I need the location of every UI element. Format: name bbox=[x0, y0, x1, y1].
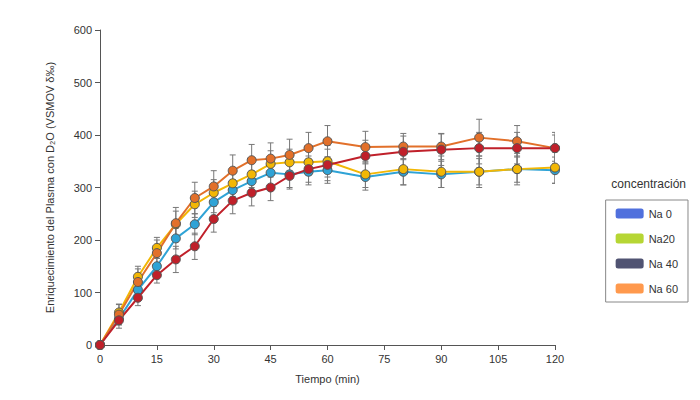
svg-text:0: 0 bbox=[97, 353, 103, 365]
svg-text:30: 30 bbox=[208, 353, 220, 365]
svg-text:75: 75 bbox=[378, 353, 390, 365]
svg-text:0: 0 bbox=[86, 339, 92, 351]
svg-text:Enriquecimiento del Plasma con: Enriquecimiento del Plasma con D₂O (VSMO… bbox=[44, 62, 56, 313]
svg-text:Na20: Na20 bbox=[649, 233, 675, 245]
svg-text:90: 90 bbox=[435, 353, 447, 365]
svg-text:60: 60 bbox=[321, 353, 333, 365]
svg-text:Na 40: Na 40 bbox=[649, 258, 678, 270]
svg-text:concentración: concentración bbox=[611, 177, 686, 191]
svg-text:Na 0: Na 0 bbox=[649, 208, 672, 220]
svg-text:105: 105 bbox=[489, 353, 507, 365]
svg-text:15: 15 bbox=[151, 353, 163, 365]
svg-text:200: 200 bbox=[74, 234, 92, 246]
svg-text:100: 100 bbox=[74, 287, 92, 299]
svg-text:500: 500 bbox=[74, 77, 92, 89]
svg-text:600: 600 bbox=[74, 24, 92, 36]
svg-text:400: 400 bbox=[74, 129, 92, 141]
svg-text:45: 45 bbox=[265, 353, 277, 365]
svg-text:120: 120 bbox=[546, 353, 564, 365]
svg-text:Tiempo (min): Tiempo (min) bbox=[295, 373, 359, 385]
svg-text:Na 60: Na 60 bbox=[649, 283, 678, 295]
svg-text:300: 300 bbox=[74, 182, 92, 194]
